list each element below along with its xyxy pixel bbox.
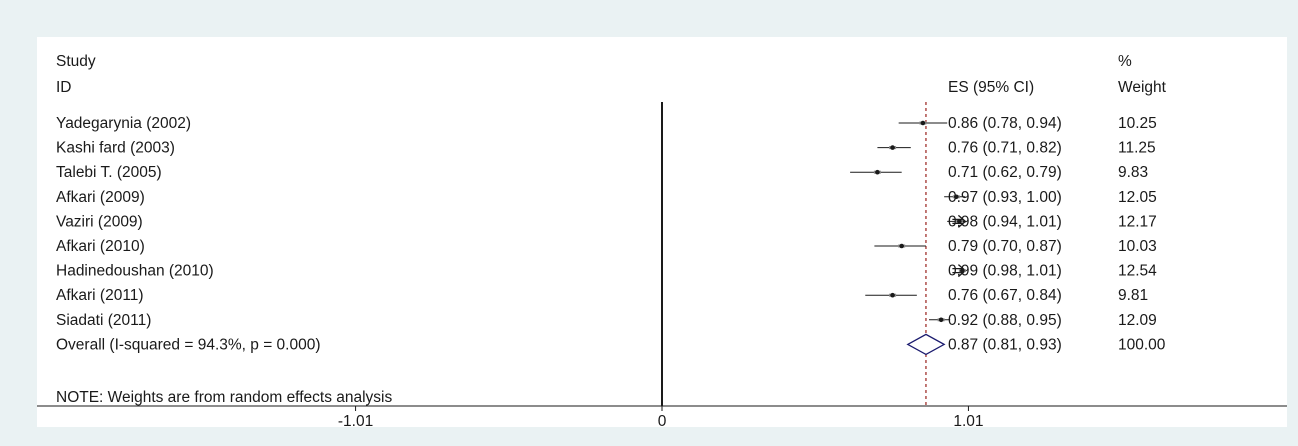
overall-weight: 100.00: [1118, 336, 1166, 353]
study-weight: 9.81: [1118, 287, 1148, 304]
study-ci-arrow: [952, 214, 967, 228]
study-es-ci: 0.79 (0.70, 0.87): [948, 238, 1062, 255]
study-es-ci: 0.98 (0.94, 1.01): [948, 213, 1062, 230]
plot-panel: Study ID ES (95% CI) % Weight NOTE: Weig…: [37, 37, 1287, 427]
header-id: ID: [56, 79, 72, 96]
study-point: [938, 317, 944, 323]
study-weight: 12.09: [1118, 312, 1157, 329]
x-tick-label: 0: [658, 413, 667, 427]
study-point: [890, 292, 895, 298]
study-point: [960, 268, 965, 273]
study-weight: 11.25: [1118, 140, 1156, 157]
study-label: Afkari (2009): [56, 189, 145, 206]
overall-diamond: [906, 333, 946, 356]
study-weight: 12.17: [1118, 213, 1157, 230]
study-label: Talebi T. (2005): [56, 164, 162, 181]
study-es-ci: 0.92 (0.88, 0.95): [948, 312, 1062, 329]
study-label: Afkari (2010): [56, 238, 145, 255]
study-point: [875, 169, 880, 175]
study-label: Hadinedoushan (2010): [56, 263, 214, 280]
study-point: [920, 120, 926, 126]
study-weight: 10.25: [1118, 115, 1157, 132]
study-point: [899, 243, 904, 249]
note-text: NOTE: Weights are from random effects an…: [56, 389, 392, 406]
study-weight: 10.03: [1118, 238, 1157, 255]
study-weight: 9.83: [1118, 164, 1148, 181]
study-label: Afkari (2011): [56, 287, 144, 304]
header-weight: Weight: [1118, 79, 1167, 96]
forest-plot: Study ID ES (95% CI) % Weight NOTE: Weig…: [37, 53, 1287, 427]
study-weight: 12.54: [1118, 263, 1157, 280]
header-es-ci: ES (95% CI): [948, 79, 1034, 96]
study-point: [890, 145, 895, 150]
overall-label: Overall (I-squared = 94.3%, p = 0.000): [56, 336, 321, 353]
overall-es-ci: 0.87 (0.81, 0.93): [948, 336, 1062, 353]
study-es-ci: 0.76 (0.67, 0.84): [948, 287, 1062, 304]
header-weight-percent: %: [1118, 53, 1132, 70]
study-es-ci: 0.99 (0.98, 1.01): [948, 263, 1062, 280]
study-es-ci: 0.76 (0.71, 0.82): [948, 140, 1062, 157]
study-label: Kashi fard (2003): [56, 140, 175, 157]
study-es-ci: 0.71 (0.62, 0.79): [948, 164, 1062, 181]
study-es-ci: 0.97 (0.93, 1.00): [948, 189, 1062, 206]
x-tick-label: 1.01: [953, 413, 983, 427]
study-weight: 12.05: [1118, 189, 1157, 206]
study-label: Vaziri (2009): [56, 213, 143, 230]
study-es-ci: 0.86 (0.78, 0.94): [948, 115, 1062, 132]
study-point: [953, 194, 959, 200]
header-study: Study: [56, 53, 96, 70]
study-label: Siadati (2011): [56, 312, 151, 329]
x-tick-label: -1.01: [338, 413, 373, 427]
study-label: Yadegarynia (2002): [56, 115, 191, 132]
study-point: [957, 219, 962, 224]
